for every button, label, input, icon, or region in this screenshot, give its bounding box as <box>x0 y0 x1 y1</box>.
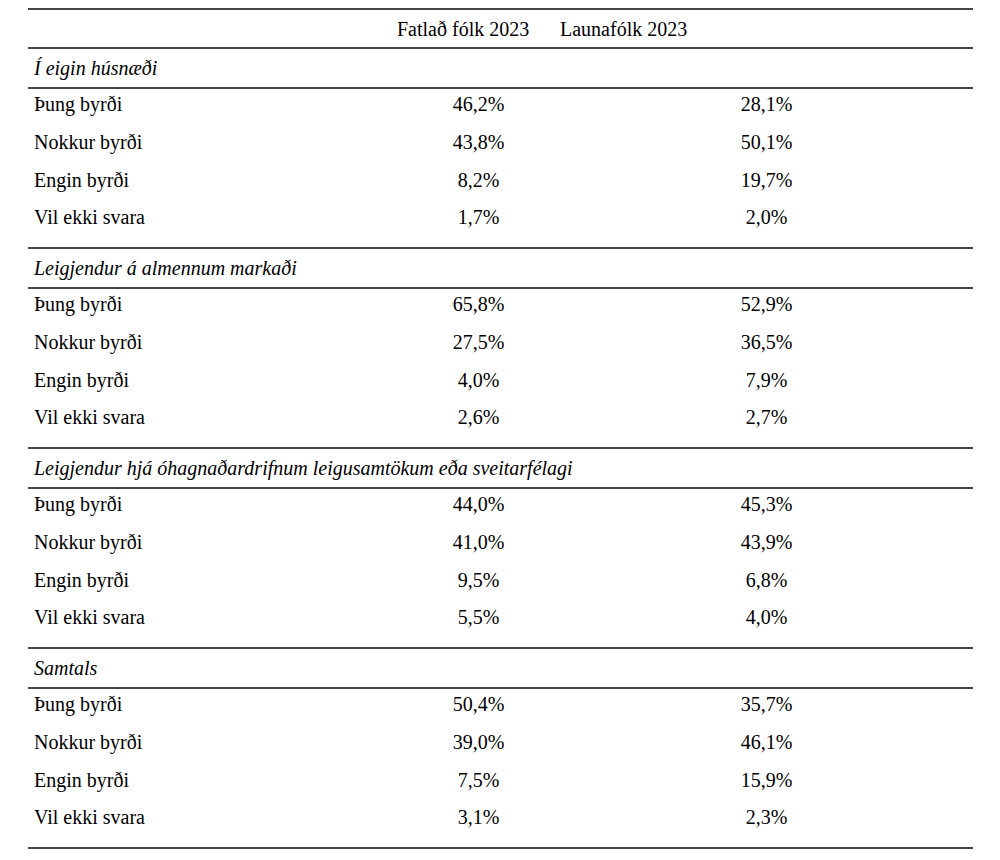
value-launafolk: 19,7% <box>560 170 973 190</box>
value-fatlad-folk: 4,0% <box>397 370 560 390</box>
value-launafolk: 35,7% <box>560 694 973 714</box>
value-launafolk: 36,5% <box>560 332 973 352</box>
row-label: Þung byrði <box>28 694 397 714</box>
section-rows: Þung byrði 46,2% 28,1% Nokkur byrði 43,8… <box>28 89 973 247</box>
section-title-row: Leigjendur hjá óhagnaðardrifnum leigusam… <box>28 449 973 487</box>
value-launafolk: 28,1% <box>560 94 973 114</box>
section-title-row: Samtals <box>28 649 973 687</box>
value-fatlad-folk: 41,0% <box>397 532 560 552</box>
section-samtals: Samtals Þung byrði 50,4% 35,7% Nokkur by… <box>28 649 973 849</box>
table-row: Vil ekki svara 2,6% 2,7% <box>28 402 973 440</box>
row-label: Vil ekki svara <box>28 607 397 627</box>
section-title: Leigjendur hjá óhagnaðardrifnum leigusam… <box>28 458 573 478</box>
table-row: Nokkur byrði 27,5% 36,5% <box>28 327 973 365</box>
value-fatlad-folk: 65,8% <box>397 294 560 314</box>
value-launafolk: 2,3% <box>560 807 973 827</box>
row-label: Engin byrði <box>28 170 397 190</box>
table-row: Engin byrði 9,5% 6,8% <box>28 565 973 603</box>
value-fatlad-folk: 8,2% <box>397 170 560 190</box>
section-rows: Þung byrði 44,0% 45,3% Nokkur byrði 41,0… <box>28 489 973 647</box>
section-title: Samtals <box>28 658 97 678</box>
table-row: Nokkur byrði 39,0% 46,1% <box>28 727 973 765</box>
value-launafolk: 2,0% <box>560 207 973 227</box>
row-label: Þung byrði <box>28 94 397 114</box>
value-fatlad-folk: 50,4% <box>397 694 560 714</box>
value-launafolk: 50,1% <box>560 132 973 152</box>
value-launafolk: 15,9% <box>560 770 973 790</box>
value-launafolk: 52,9% <box>560 294 973 314</box>
table-row: Þung byrði 46,2% 28,1% <box>28 89 973 127</box>
header-launafolk-2023: Launafólk 2023 <box>560 10 973 47</box>
row-label: Þung byrði <box>28 494 397 514</box>
value-fatlad-folk: 9,5% <box>397 570 560 590</box>
value-launafolk: 6,8% <box>560 570 973 590</box>
value-fatlad-folk: 2,6% <box>397 407 560 427</box>
value-fatlad-folk: 1,7% <box>397 207 560 227</box>
row-label: Engin byrði <box>28 370 397 390</box>
section-title: Í eigin húsnæði <box>28 58 157 78</box>
value-launafolk: 46,1% <box>560 732 973 752</box>
row-label: Nokkur byrði <box>28 332 397 352</box>
section-rows: Þung byrði 50,4% 35,7% Nokkur byrði 39,0… <box>28 689 973 847</box>
value-fatlad-folk: 43,8% <box>397 132 560 152</box>
table-row: Þung byrði 50,4% 35,7% <box>28 689 973 727</box>
table-row: Þung byrði 65,8% 52,9% <box>28 289 973 327</box>
row-label: Vil ekki svara <box>28 407 397 427</box>
section-title-row: Í eigin húsnæði <box>28 49 973 87</box>
table-row: Vil ekki svara 3,1% 2,3% <box>28 802 973 840</box>
row-label: Engin byrði <box>28 770 397 790</box>
section-leigjendur-almennum-markadi: Leigjendur á almennum markaði Þung byrði… <box>28 249 973 449</box>
section-rows: Þung byrði 65,8% 52,9% Nokkur byrði 27,5… <box>28 289 973 447</box>
value-fatlad-folk: 5,5% <box>397 607 560 627</box>
section-leigjendur-ohagnadardrifnum: Leigjendur hjá óhagnaðardrifnum leigusam… <box>28 449 973 649</box>
row-label: Nokkur byrði <box>28 732 397 752</box>
row-label: Þung byrði <box>28 294 397 314</box>
value-launafolk: 2,7% <box>560 407 973 427</box>
section-title: Leigjendur á almennum markaði <box>28 258 297 278</box>
row-label: Nokkur byrði <box>28 532 397 552</box>
row-label: Vil ekki svara <box>28 807 397 827</box>
statistics-table: Fatlað fólk 2023 Launafólk 2023 Í eigin … <box>28 8 973 849</box>
table-row: Engin byrði 8,2% 19,7% <box>28 165 973 203</box>
value-fatlad-folk: 7,5% <box>397 770 560 790</box>
horizontal-rule <box>28 847 973 849</box>
table-row: Nokkur byrði 41,0% 43,9% <box>28 527 973 565</box>
value-launafolk: 7,9% <box>560 370 973 390</box>
value-fatlad-folk: 44,0% <box>397 494 560 514</box>
table-row: Þung byrði 44,0% 45,3% <box>28 489 973 527</box>
section-title-row: Leigjendur á almennum markaði <box>28 249 973 287</box>
value-fatlad-folk: 27,5% <box>397 332 560 352</box>
table-row: Engin byrði 4,0% 7,9% <box>28 365 973 403</box>
table-row: Nokkur byrði 43,8% 50,1% <box>28 127 973 165</box>
header-fatlad-folk-2023: Fatlað fólk 2023 <box>397 10 560 47</box>
row-label: Vil ekki svara <box>28 207 397 227</box>
value-fatlad-folk: 46,2% <box>397 94 560 114</box>
section-i-eigin-husnaedi: Í eigin húsnæði Þung byrði 46,2% 28,1% N… <box>28 49 973 249</box>
value-launafolk: 45,3% <box>560 494 973 514</box>
table-header-row: Fatlað fólk 2023 Launafólk 2023 <box>28 10 973 47</box>
table-row: Vil ekki svara 1,7% 2,0% <box>28 202 973 240</box>
header-empty-cell <box>28 10 397 47</box>
value-launafolk: 4,0% <box>560 607 973 627</box>
row-label: Engin byrði <box>28 570 397 590</box>
value-fatlad-folk: 39,0% <box>397 732 560 752</box>
table-row: Vil ekki svara 5,5% 4,0% <box>28 602 973 640</box>
value-fatlad-folk: 3,1% <box>397 807 560 827</box>
value-launafolk: 43,9% <box>560 532 973 552</box>
row-label: Nokkur byrði <box>28 132 397 152</box>
table-row: Engin byrði 7,5% 15,9% <box>28 765 973 803</box>
